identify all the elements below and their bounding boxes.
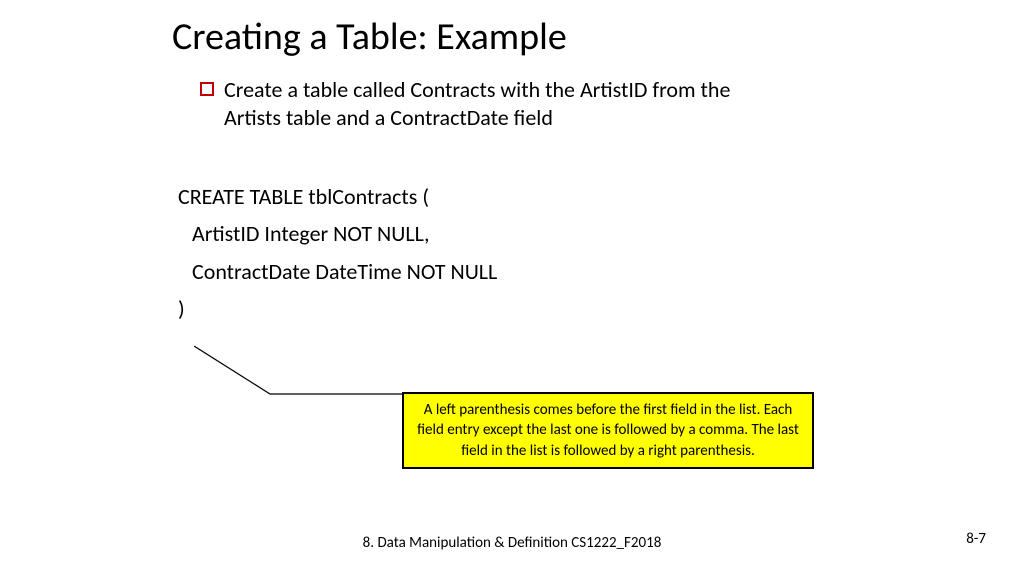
slide-title: Creating a Table: Example xyxy=(172,14,567,60)
code-line: ) xyxy=(178,290,497,327)
sql-code-block: CREATE TABLE tblContracts ( ArtistID Int… xyxy=(178,178,497,328)
callout-box: A left parenthesis comes before the firs… xyxy=(402,392,814,469)
square-bullet-icon xyxy=(200,82,214,96)
page-number: 8-7 xyxy=(966,530,986,548)
footer-text: 8. Data Manipulation & Definition CS1222… xyxy=(0,534,1024,552)
bullet-text: Create a table called Contracts with the… xyxy=(224,76,784,131)
callout-connector-line xyxy=(194,346,430,406)
code-line: ArtistID Integer NOT NULL, xyxy=(178,215,497,252)
code-line: ContractDate DateTime NOT NULL xyxy=(178,253,497,290)
code-line: CREATE TABLE tblContracts ( xyxy=(178,178,497,215)
bullet-item: Create a table called Contracts with the… xyxy=(200,76,784,131)
